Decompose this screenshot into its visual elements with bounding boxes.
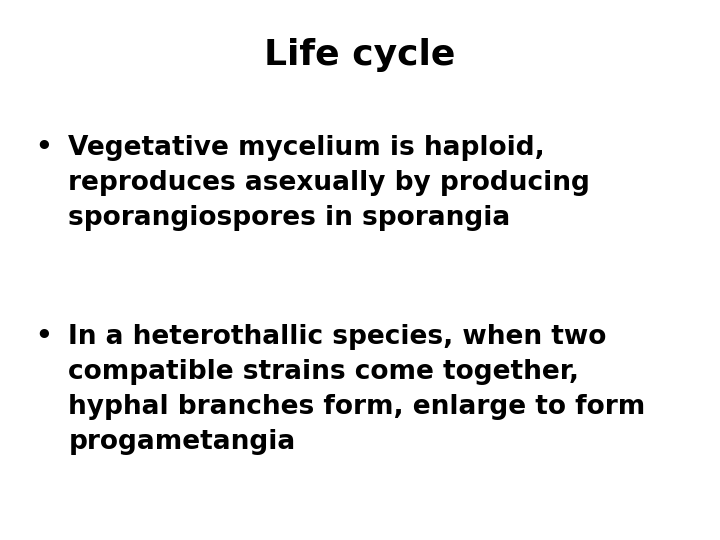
Text: •: •	[35, 135, 52, 161]
Text: Vegetative mycelium is haploid,
reproduces asexually by producing
sporangiospore: Vegetative mycelium is haploid, reproduc…	[68, 135, 590, 231]
Text: In a heterothallic species, when two
compatible strains come together,
hyphal br: In a heterothallic species, when two com…	[68, 324, 646, 455]
Text: Life cycle: Life cycle	[264, 38, 456, 72]
Text: •: •	[35, 324, 52, 350]
